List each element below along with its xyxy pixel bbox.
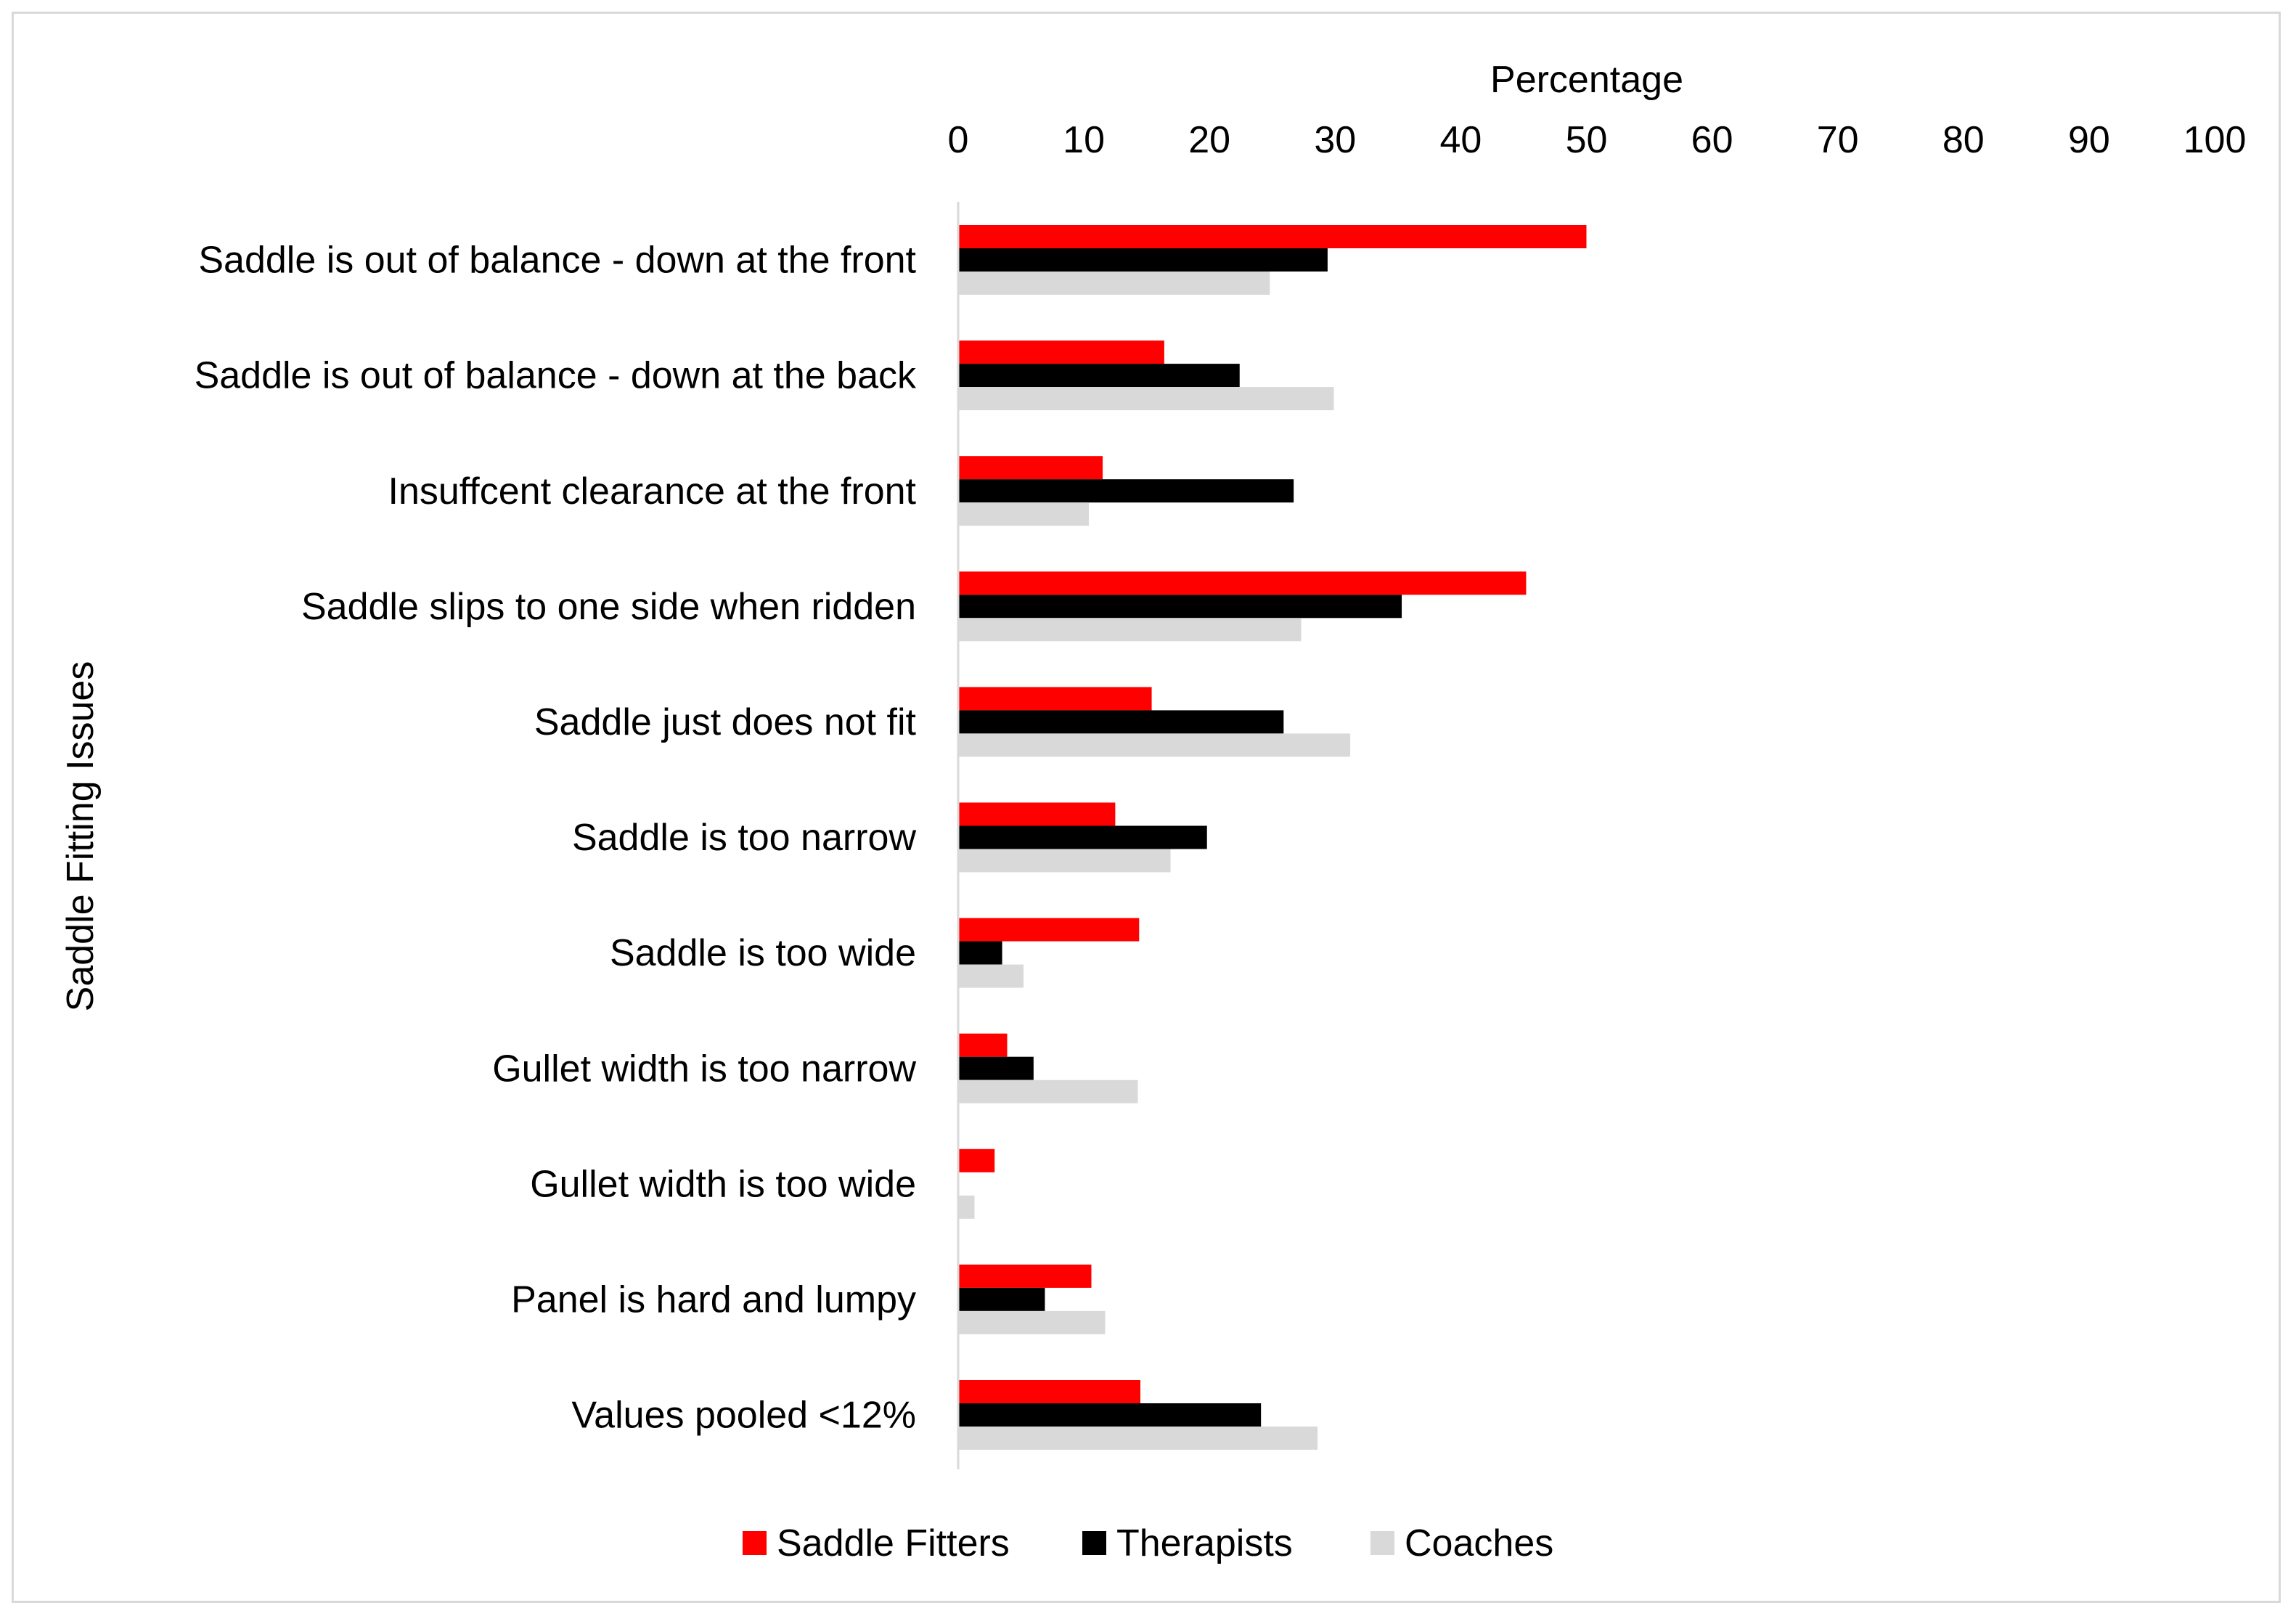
legend: Saddle Fitters Therapists Coaches: [743, 1522, 1553, 1564]
bar-saddle-fitters: [958, 1264, 1092, 1288]
bar-therapists: [958, 1056, 1034, 1080]
x-tick-label: 60: [1691, 119, 1733, 161]
category-label: Saddle is too narrow: [572, 817, 916, 859]
legend-label: Coaches: [1405, 1522, 1553, 1564]
category-label: Saddle is out of balance - down at the f…: [198, 240, 916, 282]
bar-coaches: [958, 618, 1302, 642]
bar-therapists: [958, 479, 1294, 503]
category-label: Values pooled <12%: [571, 1395, 916, 1437]
category-label: Gullet width is too wide: [530, 1163, 916, 1205]
bar-therapists: [958, 1403, 1262, 1427]
x-tick-label: 30: [1314, 119, 1356, 161]
bar-saddle-fitters: [958, 1033, 1008, 1057]
bar-therapists: [958, 595, 1402, 619]
y-axis-title: Saddle Fitting Issues: [60, 661, 102, 1012]
bar-coaches: [958, 849, 1171, 873]
bar-therapists: [958, 248, 1328, 272]
legend-label: Saddle Fitters: [777, 1522, 1010, 1564]
bar-therapists: [958, 364, 1240, 388]
bar-therapists: [958, 825, 1207, 849]
bar-saddle-fitters: [958, 456, 1103, 480]
bar-saddle-fitters: [958, 918, 1140, 942]
x-tick-label: 100: [2183, 119, 2247, 161]
legend-swatch: [743, 1531, 767, 1555]
bar-coaches: [958, 502, 1090, 526]
category-labels: Saddle is out of balance - down at the f…: [195, 240, 917, 1437]
legend-swatch: [1370, 1531, 1394, 1555]
legend-swatch: [1082, 1531, 1106, 1555]
x-tick-label: 70: [1817, 119, 1859, 161]
x-tick-label: 90: [2068, 119, 2110, 161]
bar-coaches: [958, 1080, 1138, 1103]
bar-saddle-fitters: [958, 340, 1164, 364]
x-tick-label: 20: [1188, 119, 1230, 161]
bar-coaches: [958, 1427, 1318, 1450]
bar-therapists: [958, 710, 1284, 734]
bar-coaches: [958, 1195, 975, 1219]
category-label: Saddle just does not fit: [534, 701, 917, 743]
bar-therapists: [958, 1287, 1045, 1311]
bar-saddle-fitters: [958, 1380, 1140, 1403]
x-axis-title: Percentage: [1490, 59, 1683, 101]
bar-coaches: [958, 964, 1024, 988]
bar-saddle-fitters: [958, 802, 1116, 826]
bar-therapists: [958, 941, 1002, 965]
bar-saddle-fitters: [958, 687, 1152, 711]
legend-label: Therapists: [1116, 1522, 1293, 1564]
x-tick-label: 0: [948, 119, 969, 161]
bar-coaches: [958, 1310, 1106, 1334]
bar-saddle-fitters: [958, 1148, 995, 1172]
category-label: Panel is hard and lumpy: [511, 1278, 916, 1321]
bar-coaches: [958, 733, 1351, 757]
bar-coaches: [958, 387, 1334, 411]
bars: [958, 225, 1587, 1450]
category-label: Gullet width is too narrow: [492, 1048, 916, 1090]
x-tick-label: 80: [1942, 119, 1985, 161]
category-label: Saddle is too wide: [610, 932, 916, 974]
x-tick-labels: 0 10 20 30 40 50 60 70 80 90 100: [948, 119, 2247, 161]
x-tick-label: 10: [1063, 119, 1105, 161]
category-label: Saddle slips to one side when ridden: [301, 586, 916, 628]
category-label: Saddle is out of balance - down at the b…: [195, 355, 917, 397]
bar-coaches: [958, 272, 1270, 295]
bar-saddle-fitters: [958, 571, 1527, 595]
x-tick-label: 50: [1566, 119, 1608, 161]
x-tick-label: 40: [1439, 119, 1482, 161]
bar-saddle-fitters: [958, 225, 1587, 248]
category-label: Insuffcent clearance at the front: [388, 470, 917, 513]
